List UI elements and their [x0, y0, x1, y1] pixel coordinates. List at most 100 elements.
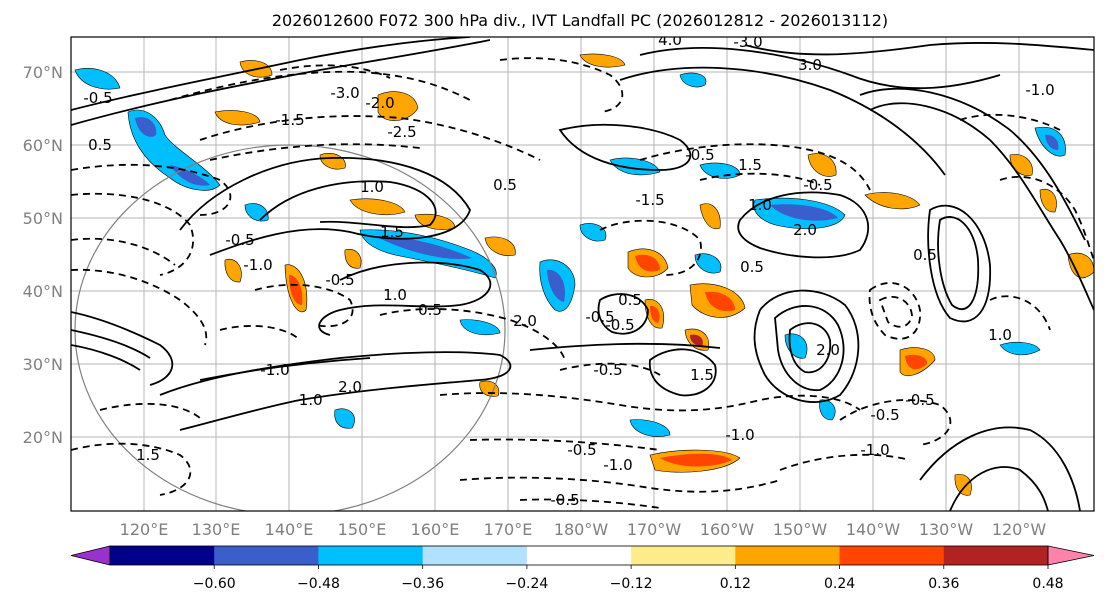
- contour-label: 0.5: [913, 246, 937, 264]
- contour-label: -0.5: [225, 231, 254, 249]
- fill-blob: [344, 249, 362, 269]
- colorbar-segment: [214, 546, 319, 565]
- colorbar-tick-label: −0.24: [505, 576, 548, 592]
- contour-line: [71, 311, 174, 386]
- contour-label: -1.0: [260, 361, 289, 379]
- colorbar-frame: [109, 545, 1049, 566]
- contour-label: 2.0: [816, 341, 840, 359]
- contour-line: [499, 57, 624, 113]
- fill-blob: [690, 334, 703, 346]
- lat-tick-label: 50°N: [23, 209, 63, 228]
- fill-blob: [459, 319, 501, 336]
- contour-label: -1.5: [275, 111, 304, 129]
- contour-line: [839, 399, 952, 446]
- contour-label: 0.5: [418, 301, 442, 319]
- contour-line: [71, 237, 176, 266]
- contour-label: 0.5: [88, 136, 112, 154]
- fill-blob: [635, 254, 660, 272]
- contour-label: -0.5: [870, 406, 899, 424]
- contour-label: 4.0: [658, 31, 682, 49]
- contour-label: -1.0: [243, 256, 272, 274]
- fill-blob: [650, 305, 660, 323]
- contour-line: [744, 42, 1094, 56]
- fill-blob: [629, 419, 671, 437]
- contour-line: [209, 143, 421, 161]
- lat-tick-label: 70°N: [23, 63, 63, 82]
- fill-blob: [579, 223, 607, 242]
- fill-blob: [1039, 188, 1057, 213]
- lat-tick-label: 30°N: [23, 355, 63, 374]
- contour-label: 1.5: [380, 223, 404, 241]
- lon-tick-label: 140°E: [265, 520, 314, 539]
- lon-tick-label: 160°W: [700, 520, 755, 539]
- contour-line: [597, 293, 649, 335]
- fill-blob: [289, 275, 303, 305]
- contour-line: [169, 70, 471, 101]
- contour-label: -0.5: [550, 491, 579, 509]
- lat-tick-label: 40°N: [23, 282, 63, 301]
- contour-line: [459, 476, 781, 493]
- contour-label: -0.5: [325, 271, 354, 289]
- contour-label: -0.5: [685, 146, 714, 164]
- fill-blob: [170, 165, 210, 186]
- contour-lines: [71, 37, 1094, 511]
- contour-line: [254, 283, 354, 328]
- contour-label: -1.0: [1025, 81, 1054, 99]
- fill-blob: [864, 192, 921, 210]
- contour-label: 0.5: [740, 258, 764, 276]
- contour-label: -1.0: [860, 441, 889, 459]
- contour-line: [774, 305, 845, 391]
- fill-blob: [999, 341, 1041, 356]
- fill-blob: [375, 236, 472, 260]
- contour-label: -0.5: [593, 361, 622, 379]
- lon-tick-label: 130°W: [919, 520, 974, 539]
- contour-line: [71, 329, 151, 359]
- contour-line: [199, 115, 541, 161]
- contour-line: [379, 308, 566, 361]
- fill-blob: [214, 110, 261, 126]
- colorbar-tick-label: −0.12: [610, 576, 653, 592]
- contour-line: [878, 295, 913, 328]
- contour-labels: -0.5 -3.0 -2.0 -1.5 1.0 0.5 -1.0 -0.5 1.5 2.0 -2.5…: [83, 31, 1054, 509]
- map-content: -0.5 -3.0 -2.0 -1.5 1.0 0.5 -1.0 -0.5 1.5 2.0 -2.5…: [71, 31, 1094, 511]
- longitude-labels: 120°E 130°E 140°E 150°E 160°E 170°E 180°W 170°W…: [120, 520, 1047, 539]
- contour-line: [788, 322, 832, 374]
- lon-tick-label: 150°W: [773, 520, 828, 539]
- colorbar-segment: [422, 546, 528, 565]
- contour-line: [279, 64, 391, 79]
- fill-blob: [349, 198, 406, 215]
- fill-blob: [1045, 134, 1059, 150]
- contour-label: 1.0: [383, 286, 407, 304]
- contour-line: [71, 192, 195, 276]
- fill-blob: [954, 474, 972, 496]
- negative-contour-lines: [71, 57, 1094, 509]
- contour-line: [919, 426, 1081, 511]
- fill-blob: [679, 72, 707, 88]
- contour-line: [559, 362, 661, 376]
- contour-line: [859, 87, 1086, 241]
- contour-line: [71, 442, 192, 496]
- fill-blob: [547, 269, 566, 302]
- contour-line: [869, 102, 1094, 311]
- fill-blob: [1067, 252, 1094, 278]
- contour-label: 0.5: [493, 176, 517, 194]
- contour-label: -1.0: [603, 456, 632, 474]
- colorbar-segment: [631, 546, 736, 565]
- contour-line: [737, 191, 869, 259]
- contour-label: 2.0: [338, 378, 362, 396]
- contour-line: [959, 113, 1061, 131]
- lon-tick-label: 180°W: [554, 520, 609, 539]
- lat-tick-label: 60°N: [23, 136, 63, 155]
- colorbar-segment: [318, 546, 424, 565]
- graticule: [71, 37, 1094, 511]
- colorbar-segment: [839, 546, 945, 565]
- contour-line: [599, 219, 702, 276]
- fill-blob: [377, 91, 419, 121]
- colorbar-tick-label: 0.12: [720, 576, 751, 592]
- colorbar-tick-label: 0.24: [824, 576, 855, 592]
- contour-line: [868, 282, 921, 340]
- contour-label: -2.5: [387, 123, 416, 141]
- contour-label: 1.5: [136, 446, 160, 464]
